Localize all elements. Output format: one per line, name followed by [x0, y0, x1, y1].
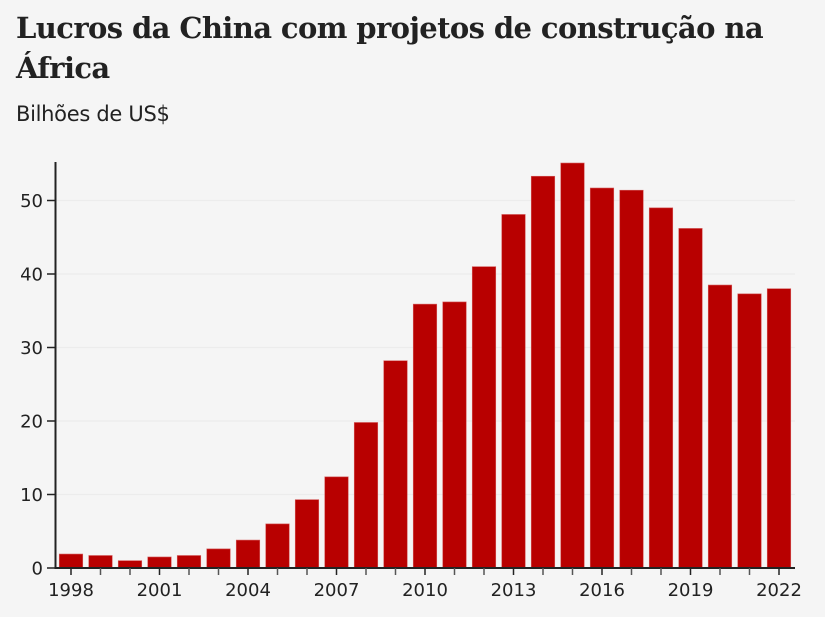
bar-2011	[442, 301, 467, 569]
bar-2017	[619, 189, 644, 569]
x-tick-label: 1998	[48, 580, 94, 601]
bar-2013	[501, 214, 526, 569]
bar-2002	[176, 555, 202, 569]
x-tick-label: 2004	[225, 580, 271, 601]
x-tick-label: 2019	[668, 580, 714, 601]
y-tick-label: 30	[20, 338, 43, 359]
bar-2008	[353, 422, 379, 569]
bar-2010	[412, 303, 438, 569]
bar-1999	[88, 555, 113, 569]
bar-2020	[707, 284, 733, 569]
bars	[58, 162, 792, 569]
chart-title: Lucros da China com projetos de construç…	[16, 11, 764, 85]
bar-2000	[117, 560, 143, 569]
y-axis: 0 10 20 30 40 50	[20, 162, 57, 580]
bar-2018	[648, 207, 674, 569]
bar-2005	[265, 523, 290, 569]
y-tick-label: 40	[20, 265, 43, 286]
bar-2001	[147, 556, 172, 569]
y-tick-label: 0	[32, 559, 43, 580]
bar-2009	[383, 360, 408, 569]
x-tick-label: 2013	[491, 580, 537, 601]
bar-2006	[294, 499, 320, 569]
bar-2016	[589, 187, 615, 569]
bar-2022	[766, 288, 792, 569]
y-tick-label: 20	[20, 412, 43, 433]
x-tick-label: 2010	[402, 580, 448, 601]
bar-2014	[530, 175, 556, 569]
x-axis: 1998 2001 2004 2007 2010 2013 2016 2019 2022	[48, 567, 802, 601]
x-tick-label: 2016	[579, 580, 625, 601]
bar-2012	[471, 266, 497, 569]
bar-1998	[58, 553, 84, 569]
x-tick-label: 2007	[314, 580, 360, 601]
bar-2003	[206, 548, 231, 569]
bar-2019	[678, 228, 703, 569]
y-tick-label: 50	[20, 191, 43, 212]
bar-2015	[560, 162, 585, 569]
bar-2004	[235, 539, 261, 569]
x-tick-label: 2022	[756, 580, 802, 601]
x-tick-label: 2001	[137, 580, 183, 601]
chart-subtitle: Bilhões de US$	[16, 102, 170, 126]
bar-2007	[324, 476, 349, 569]
y-tick-label: 10	[20, 485, 43, 506]
bar-2021	[737, 293, 762, 569]
